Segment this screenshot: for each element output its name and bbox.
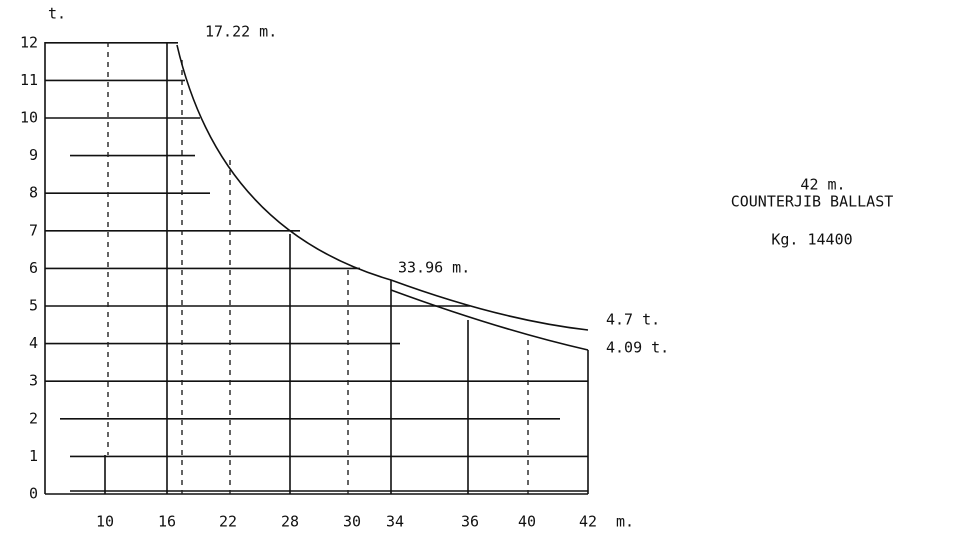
y-label: 8 — [29, 184, 38, 202]
load-lines — [45, 41, 588, 492]
y-label: 11 — [20, 71, 38, 89]
y-label: 3 — [29, 372, 38, 390]
x-labels: 10 16 22 28 30 34 36 40 42 — [96, 513, 597, 531]
jib-length: 42 m. — [800, 176, 845, 194]
y-label: 6 — [29, 259, 38, 277]
annotation: 17.22 m. — [205, 23, 277, 41]
y-label: 7 — [29, 221, 38, 239]
y-label: 4 — [29, 334, 38, 352]
y-label: 0 — [29, 485, 38, 503]
annotation: 4.09 t. — [606, 339, 669, 357]
x-label: 30 — [343, 513, 361, 531]
y-label: 9 — [29, 146, 38, 164]
x-label: 42 — [579, 513, 597, 531]
x-label: 22 — [219, 513, 237, 531]
y-label: 1 — [29, 447, 38, 465]
x-label: 36 — [461, 513, 479, 531]
y-label: 10 — [20, 109, 38, 127]
y-label: 5 — [29, 297, 38, 315]
y-unit: t. — [48, 5, 66, 23]
x-label: 10 — [96, 513, 114, 531]
annotation: 33.96 m. — [398, 259, 470, 277]
x-label: 16 — [158, 513, 176, 531]
x-label: 40 — [518, 513, 536, 531]
ballast-weight: Kg. 14400 — [771, 231, 852, 249]
y-label: 12 — [20, 33, 38, 51]
x-label: 28 — [281, 513, 299, 531]
y-label: 2 — [29, 409, 38, 427]
x-label: 34 — [386, 513, 404, 531]
x-unit: m. — [616, 513, 634, 531]
annotation: 4.7 t. — [606, 311, 660, 329]
ballast-label: COUNTERJIB BALLAST — [731, 193, 894, 211]
curves — [176, 44, 589, 351]
curve-lower — [390, 289, 589, 351]
curve-upper — [176, 44, 589, 331]
vertical-lines — [104, 42, 589, 495]
